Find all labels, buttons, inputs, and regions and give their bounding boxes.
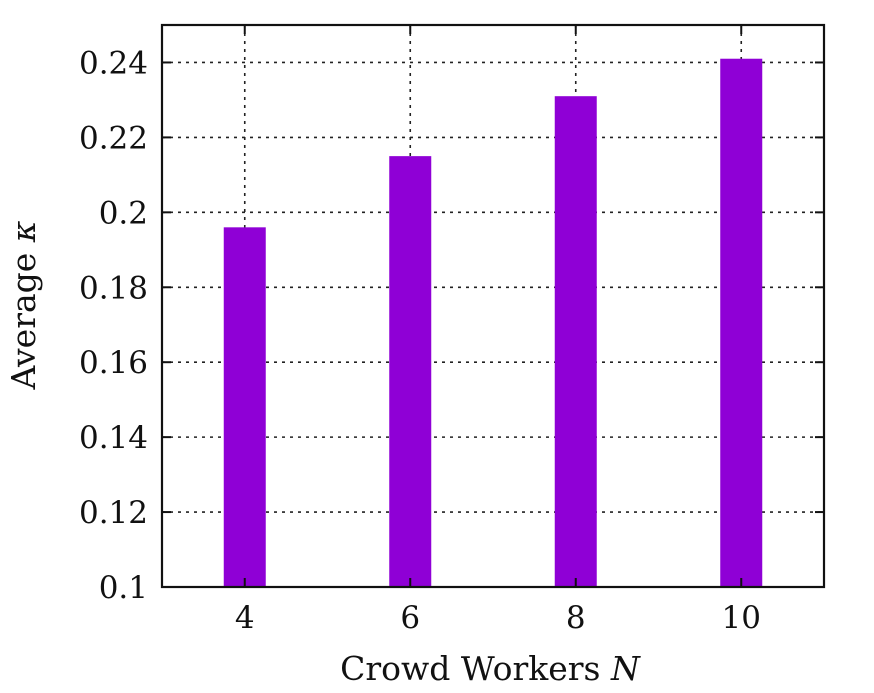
bar bbox=[720, 58, 763, 588]
x-axis-variable: N bbox=[610, 649, 641, 688]
y-tick-label: 0.12 bbox=[79, 495, 148, 531]
x-tick-label: 4 bbox=[235, 600, 255, 636]
bar bbox=[223, 227, 266, 587]
y-tick-label: 0.16 bbox=[79, 345, 148, 381]
x-tick-labels: 4 6 8 10 bbox=[235, 600, 761, 636]
bars bbox=[223, 58, 763, 588]
x-axis-label: Crowd Workers N bbox=[340, 649, 641, 688]
x-tick-label: 10 bbox=[722, 600, 761, 636]
y-tick-label: 0.2 bbox=[99, 195, 148, 231]
y-axis-variable: κ bbox=[4, 220, 43, 243]
y-tick-label: 0.1 bbox=[99, 570, 148, 606]
y-tick-label: 0.14 bbox=[79, 420, 148, 456]
y-tick-label: 0.24 bbox=[79, 45, 148, 81]
plot-frame bbox=[160, 23, 826, 589]
x-tick-label: 6 bbox=[400, 600, 420, 636]
y-tick-labels: 0.1 0.12 0.14 0.16 0.18 0.2 0.22 0.24 bbox=[79, 45, 148, 606]
y-tick-label: 0.18 bbox=[79, 270, 148, 306]
x-tick-label: 8 bbox=[566, 600, 586, 636]
y-axis-label: Average κ bbox=[4, 220, 43, 390]
bar bbox=[554, 96, 597, 587]
tick-marks bbox=[162, 25, 824, 588]
y-tick-label: 0.22 bbox=[79, 120, 148, 156]
bar bbox=[389, 156, 432, 587]
